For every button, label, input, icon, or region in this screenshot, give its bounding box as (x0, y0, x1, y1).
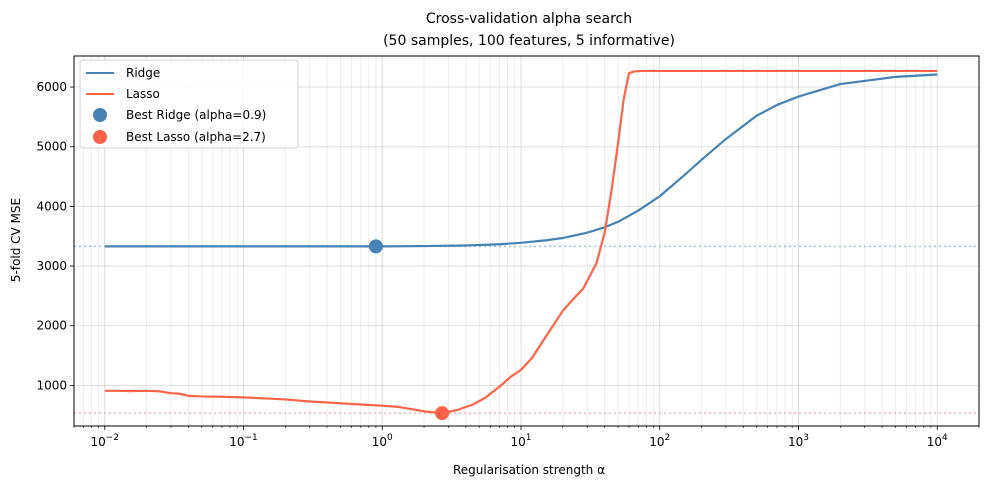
x-axis-title-text: Regularisation strength α (453, 463, 605, 477)
legend-best-lasso-label: Best Lasso (alpha=2.7) (126, 130, 266, 144)
y-tick-label: 1000 (36, 378, 67, 392)
x-axis-ticks: 10−2 10−1 100 101 102 103 104 (73, 426, 980, 449)
x-tick-exponent: −2 (106, 433, 119, 443)
x-axis-title: Regularisation strength α (453, 463, 605, 477)
x-tick-label: 104 (927, 433, 948, 449)
x-tick-exponent: 2 (665, 433, 671, 443)
x-tick-base: 10 (372, 435, 387, 449)
x-tick-exponent: 0 (387, 433, 393, 443)
lasso-series-line (104, 69, 938, 415)
legend-best-ridge-label: Best Ridge (alpha=0.9) (126, 108, 266, 122)
x-tick-exponent: 4 (942, 433, 948, 443)
x-tick-label: 10−2 (90, 433, 119, 449)
x-tick-label: 100 (372, 433, 393, 449)
x-tick-label: 103 (788, 433, 809, 449)
x-tick-base: 10 (90, 435, 105, 449)
legend-ridge-label: Ridge (126, 66, 160, 80)
x-tick-exponent: −1 (245, 433, 258, 443)
x-tick-label: 10−1 (229, 433, 258, 449)
y-axis-ticks: 1000 2000 3000 4000 5000 6000 (36, 80, 74, 392)
x-tick-base: 10 (927, 435, 942, 449)
y-tick-label: 3000 (36, 259, 67, 273)
legend-best-lasso-marker (93, 130, 107, 144)
y-tick-label: 5000 (36, 140, 67, 154)
x-tick-base: 10 (788, 435, 803, 449)
best-lasso-point (435, 406, 450, 421)
y-axis-title: 5-fold CV MSE (9, 198, 23, 282)
y-tick-label: 4000 (36, 199, 67, 213)
best-ridge-point (368, 239, 383, 254)
y-tick-label: 6000 (36, 80, 67, 94)
legend-lasso-label: Lasso (126, 87, 160, 101)
legend: Ridge Lasso Best Ridge (alpha=0.9) Best … (79, 59, 299, 149)
x-tick-base: 10 (510, 435, 525, 449)
chart-title: Cross-validation alpha search (426, 11, 632, 27)
x-tick-base: 10 (649, 435, 664, 449)
x-tick-label: 101 (510, 433, 531, 449)
legend-best-ridge-marker (93, 108, 107, 122)
chart-subtitle: (50 samples, 100 features, 5 informative… (383, 33, 675, 49)
y-tick-label: 2000 (36, 319, 67, 333)
x-tick-exponent: 1 (526, 433, 532, 443)
x-tick-base: 10 (229, 435, 244, 449)
legend-box (79, 59, 299, 149)
plot-area-frame (73, 55, 980, 427)
x-tick-exponent: 3 (803, 433, 809, 443)
x-tick-label: 102 (649, 433, 670, 449)
best-points (368, 239, 450, 421)
